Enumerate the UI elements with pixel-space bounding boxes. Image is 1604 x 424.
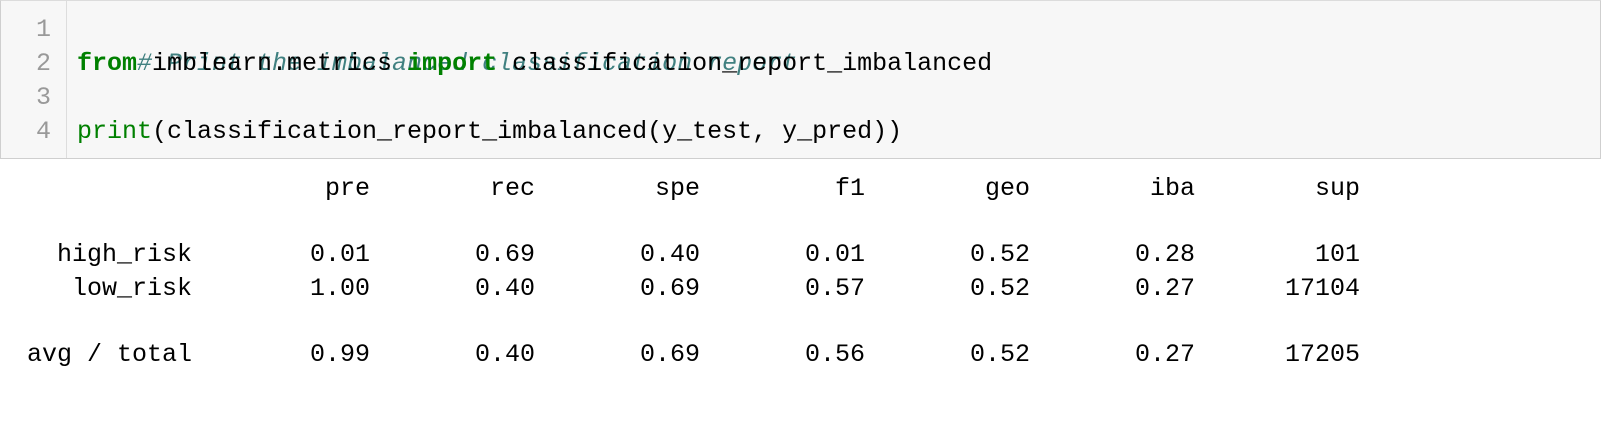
row-label-low-risk: low_risk [71,274,192,303]
table-cell: 0.01 [804,240,865,269]
keyword-from: from [77,49,138,78]
header-f1: f1 [834,174,865,203]
builtin-print: print [77,117,153,146]
header-rec: rec [489,174,535,203]
table-cell: 0.28 [1134,240,1195,269]
header-pre: pre [324,174,370,203]
table-cell: 101 [1314,240,1360,269]
table-cell: 0.52 [969,274,1030,303]
module-name: imblearn.metrics [137,49,408,78]
table-cell: 0.40 [474,340,535,369]
table-cell: 0.56 [804,340,865,369]
table-cell: 0.57 [804,274,865,303]
line-number-gutter [1,1,67,158]
imported-name: classification_report_imbalanced [497,49,993,78]
line-number: 2 [35,49,51,78]
table-cell: 1.00 [309,274,370,303]
table-cell: 0.52 [969,340,1030,369]
table-cell: 0.99 [309,340,370,369]
print-arguments: (classification_report_imbalanced(y_test… [152,117,903,146]
header-iba: iba [1149,174,1195,203]
table-cell: 17104 [1284,274,1360,303]
table-cell: 0.69 [639,340,700,369]
table-cell: 0.52 [969,240,1030,269]
table-cell: 17205 [1284,340,1360,369]
table-cell: 0.27 [1134,274,1195,303]
header-geo: geo [984,174,1030,203]
code-comment: # Print the imbalanced classification re… [137,49,798,78]
header-sup: sup [1314,174,1360,203]
line-number: 4 [35,117,51,146]
table-cell: 0.01 [309,240,370,269]
header-spe: spe [654,174,700,203]
code-line[interactable]: # Print the imbalanced classification re… [77,13,797,78]
table-cell: 0.40 [474,274,535,303]
keyword-import: import [407,49,498,78]
code-cell[interactable]: 1 # Print the imbalanced classification … [0,0,1601,159]
code-line[interactable]: print(classification_report_imbalanced(y… [77,115,902,149]
line-number: 1 [35,15,51,44]
code-line[interactable]: from imblearn.metrics import classificat… [77,47,992,81]
output-area: pre rec spe f1 geo iba sup high_risk 0.0… [0,160,1604,424]
table-cell: 0.69 [474,240,535,269]
row-label-high-risk: high_risk [56,240,192,269]
row-label-avg-total: avg / total [26,340,192,369]
table-cell: 0.69 [639,274,700,303]
table-cell: 0.27 [1134,340,1195,369]
line-number: 3 [35,83,51,112]
table-cell: 0.40 [639,240,700,269]
